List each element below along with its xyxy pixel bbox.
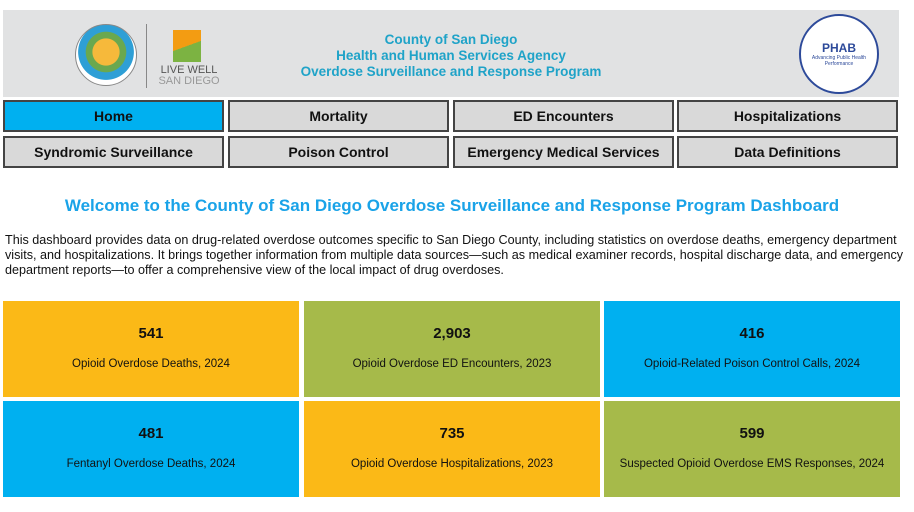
kpi-value: 416: [739, 325, 765, 342]
intro-paragraph: This dashboard provides data on drug-rel…: [5, 233, 904, 277]
page-title: County of San Diego Health and Human Ser…: [253, 32, 649, 80]
kpi-card-fentanyl-deaths: 481 Fentanyl Overdose Deaths, 2024: [3, 401, 299, 497]
kpi-label: Opioid Overdose Hospitalizations, 2023: [350, 458, 553, 470]
title-line-agency: Health and Human Services Agency: [336, 48, 566, 63]
logo-divider: [146, 24, 147, 88]
title-line-county: County of San Diego: [384, 32, 518, 47]
phab-tagline: Advancing Public Health Performance: [811, 55, 867, 67]
kpi-value: 2,903: [433, 325, 471, 342]
kpi-label: Suspected Opioid Overdose EMS Responses,…: [619, 458, 885, 470]
phab-name: PHAB: [821, 41, 856, 55]
kpi-value: 735: [439, 425, 465, 442]
nav-home[interactable]: Home: [3, 100, 224, 132]
kpi-card-opioid-deaths: 541 Opioid Overdose Deaths, 2024: [3, 301, 299, 397]
kpi-label: Fentanyl Overdose Deaths, 2024: [66, 458, 236, 470]
live-well-logo: LIVE WELL SAN DIEGO: [158, 65, 220, 87]
title-line-program: Overdose Surveillance and Response Progr…: [300, 64, 602, 79]
kpi-label: Opioid-Related Poison Control Calls, 202…: [643, 358, 861, 370]
kpi-card-ems-responses: 599 Suspected Opioid Overdose EMS Respons…: [604, 401, 900, 497]
phab-accreditation-seal: PHAB Advancing Public Health Performance: [799, 14, 879, 94]
kpi-card-hospitalizations: 735 Opioid Overdose Hospitalizations, 202…: [304, 401, 600, 497]
nav-hospitalizations[interactable]: Hospitalizations: [677, 100, 898, 132]
kpi-value: 541: [138, 325, 164, 342]
kpi-card-ed-encounters: 2,903 Opioid Overdose ED Encounters, 2023: [304, 301, 600, 397]
kpi-value: 481: [138, 425, 164, 442]
kpi-label: Opioid Overdose ED Encounters, 2023: [352, 358, 552, 370]
san-diego-text: SAN DIEGO: [158, 75, 220, 87]
kpi-value: 599: [739, 425, 765, 442]
header-banner: LIVE WELL SAN DIEGO County of San Diego …: [3, 10, 899, 97]
county-seal-logo: [75, 24, 137, 86]
kpi-label: Opioid Overdose Deaths, 2024: [72, 358, 230, 370]
live-well-text: LIVE WELL: [160, 64, 218, 76]
welcome-heading: Welcome to the County of San Diego Overd…: [64, 196, 840, 215]
nav-mortality[interactable]: Mortality: [228, 100, 449, 132]
nav-data-definitions[interactable]: Data Definitions: [677, 136, 898, 168]
kpi-card-poison-control: 416 Opioid-Related Poison Control Calls, …: [604, 301, 900, 397]
nav-ed-encounters[interactable]: ED Encounters: [453, 100, 674, 132]
nav-syndromic-surveillance[interactable]: Syndromic Surveillance: [3, 136, 224, 168]
live-well-logo-icon: [173, 30, 201, 62]
nav-poison-control[interactable]: Poison Control: [228, 136, 449, 168]
nav-emergency-medical-services[interactable]: Emergency Medical Services: [453, 136, 674, 168]
